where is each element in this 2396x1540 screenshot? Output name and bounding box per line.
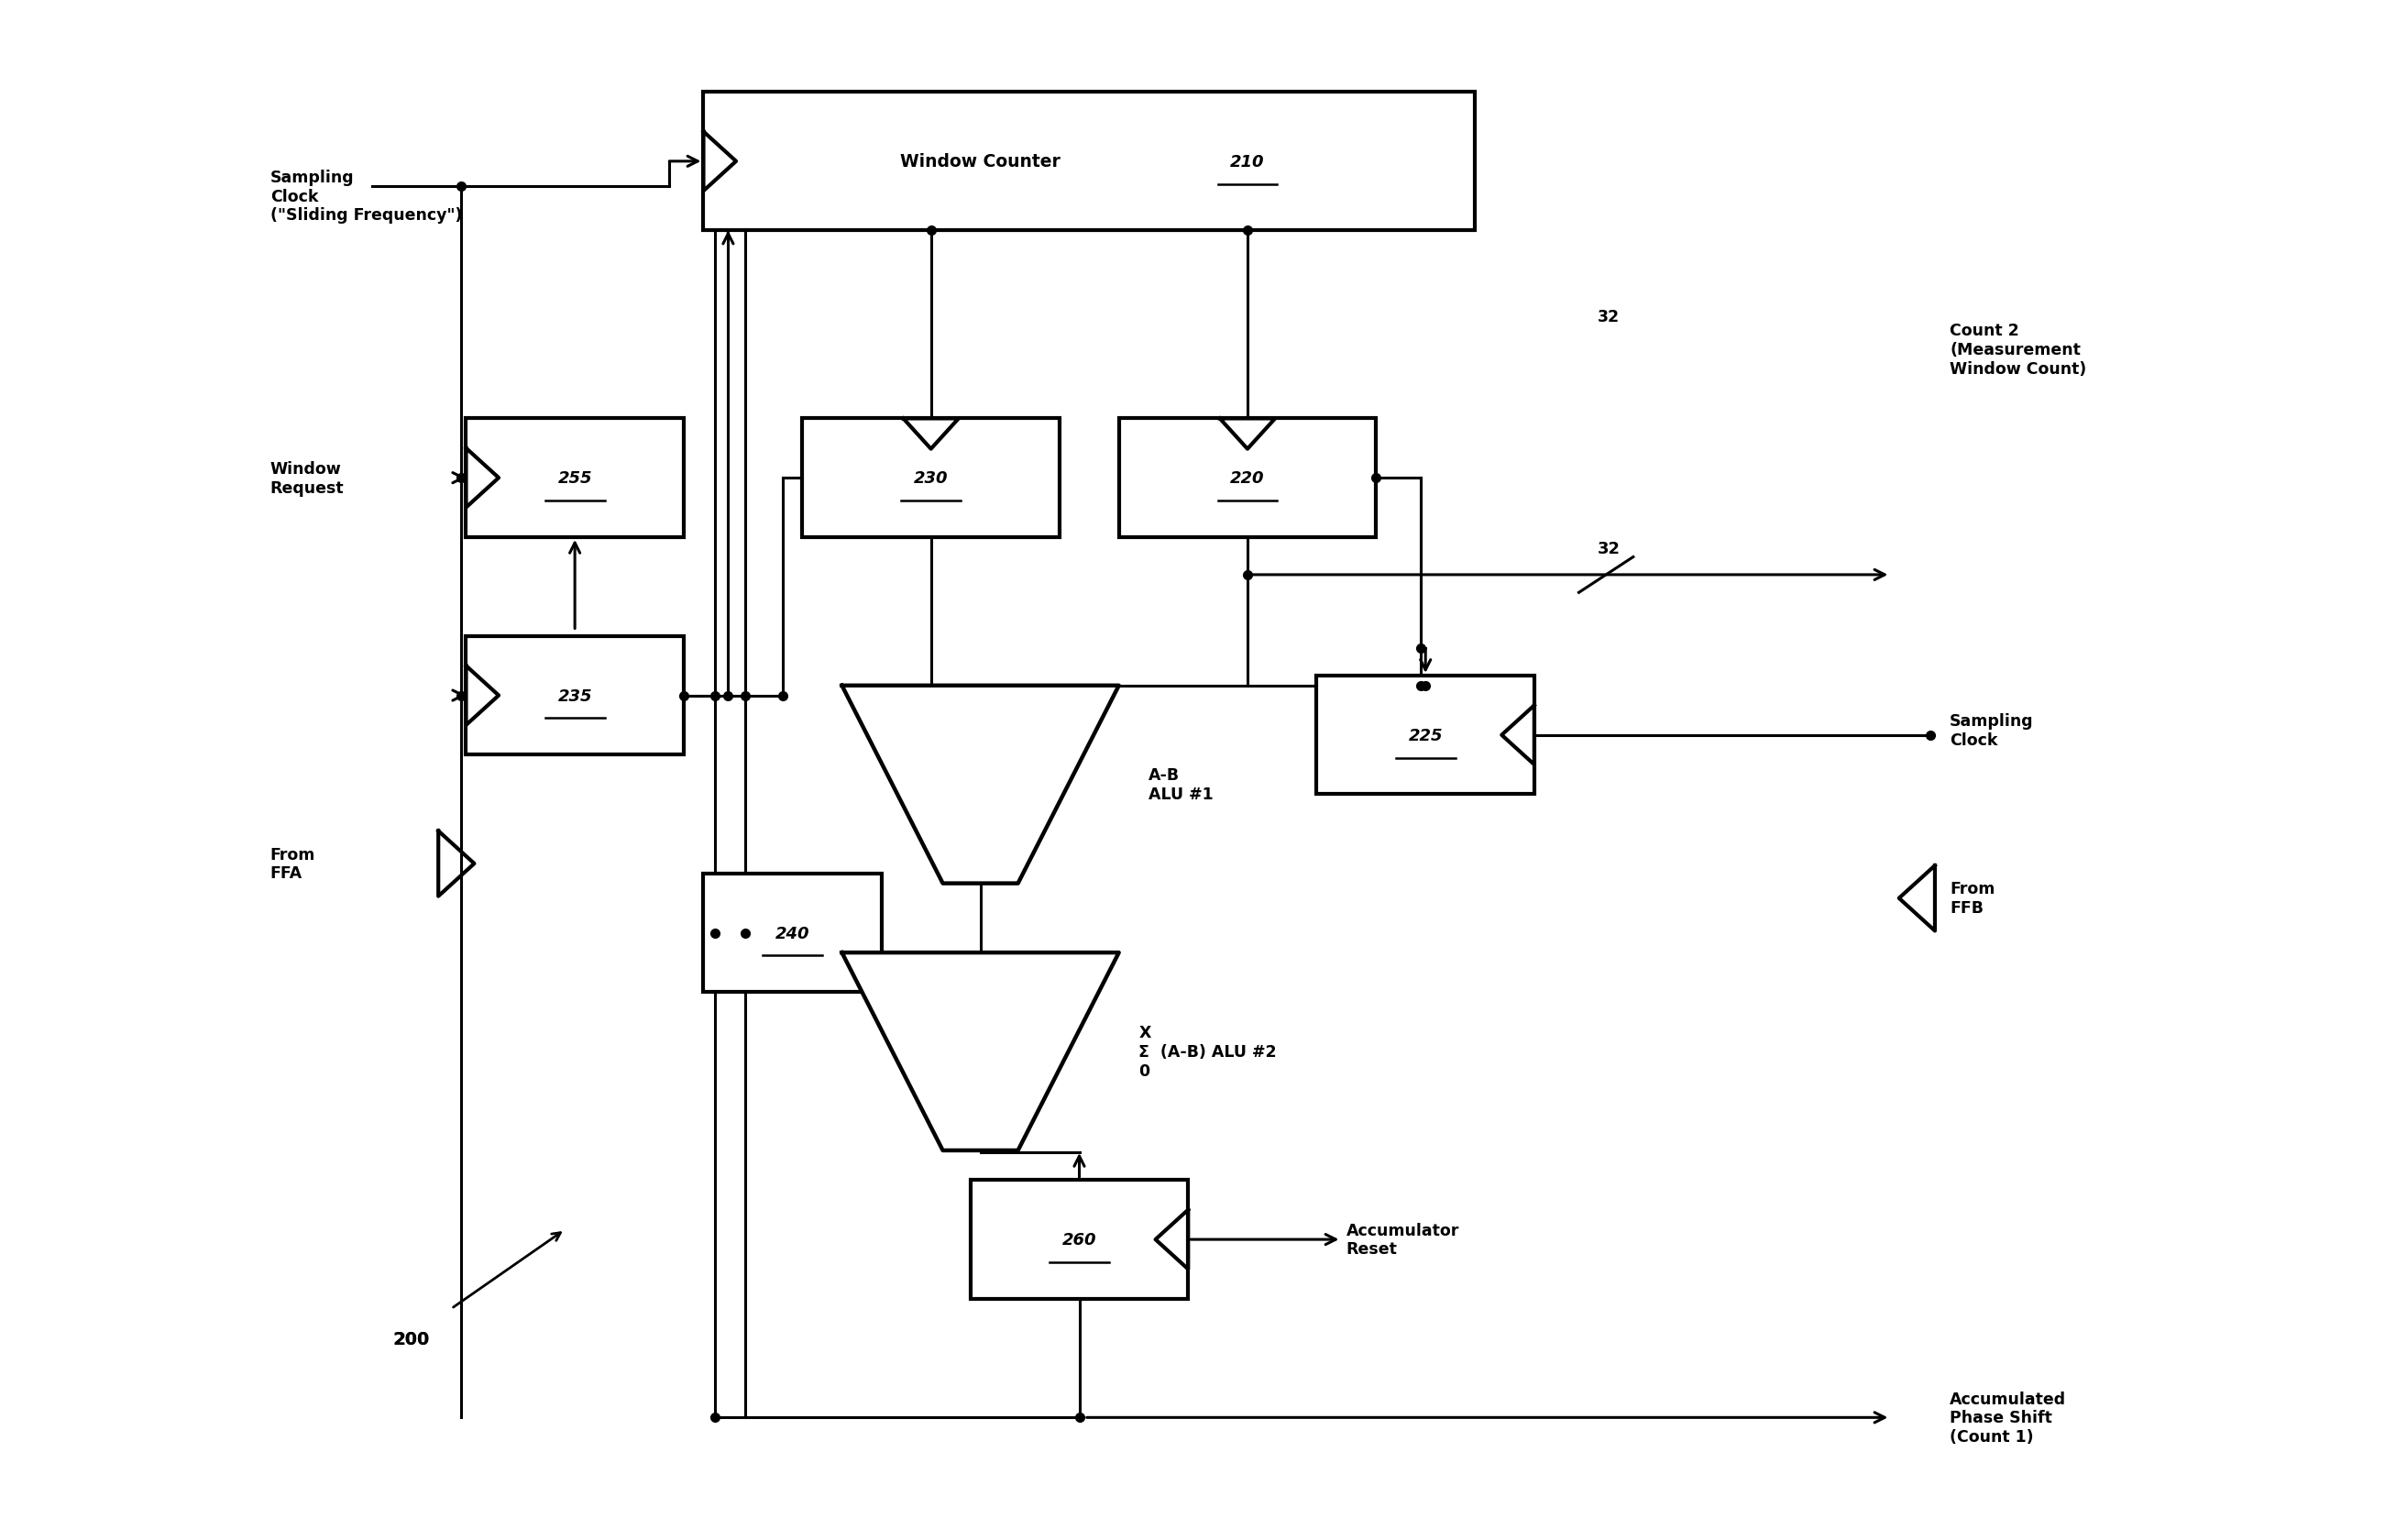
- Bar: [1318, 676, 1533, 795]
- Text: 220: 220: [1229, 470, 1265, 487]
- Polygon shape: [841, 953, 1119, 1150]
- Text: 225: 225: [1409, 727, 1442, 744]
- Text: Count 2
(Measurement
Window Count): Count 2 (Measurement Window Count): [1950, 322, 2087, 377]
- Text: 235: 235: [558, 687, 592, 704]
- Text: From
FFA: From FFA: [271, 845, 316, 882]
- Text: 200: 200: [393, 1329, 429, 1348]
- Text: Window
Request: Window Request: [271, 460, 345, 496]
- Text: 260: 260: [1061, 1232, 1097, 1247]
- Bar: [467, 419, 683, 537]
- Bar: [467, 636, 683, 755]
- Bar: [1119, 419, 1375, 537]
- Text: Sampling
Clock: Sampling Clock: [1950, 713, 2034, 748]
- Bar: [704, 92, 1476, 231]
- Polygon shape: [841, 685, 1119, 884]
- Text: From
FFB: From FFB: [1950, 881, 1996, 916]
- Text: 210: 210: [1229, 154, 1265, 171]
- Text: 32: 32: [1598, 541, 1620, 557]
- Text: X
Σ  (A-B) ALU #2
0: X Σ (A-B) ALU #2 0: [1138, 1024, 1277, 1080]
- Bar: [704, 873, 882, 992]
- Text: Sampling
Clock
("Sliding Frequency"): Sampling Clock ("Sliding Frequency"): [271, 169, 462, 223]
- Bar: [970, 1180, 1188, 1298]
- Text: 32: 32: [1598, 308, 1620, 325]
- Text: Window Counter: Window Counter: [901, 154, 1061, 171]
- Text: 200: 200: [393, 1329, 431, 1348]
- Text: Accumulator
Reset: Accumulator Reset: [1347, 1221, 1459, 1257]
- Text: 230: 230: [913, 470, 949, 487]
- Text: Accumulated
Phase Shift
(Count 1): Accumulated Phase Shift (Count 1): [1950, 1391, 2065, 1445]
- Text: 255: 255: [558, 470, 592, 487]
- Text: 240: 240: [776, 926, 810, 941]
- Bar: [803, 419, 1059, 537]
- Text: A-B
ALU #1: A-B ALU #1: [1148, 767, 1212, 802]
